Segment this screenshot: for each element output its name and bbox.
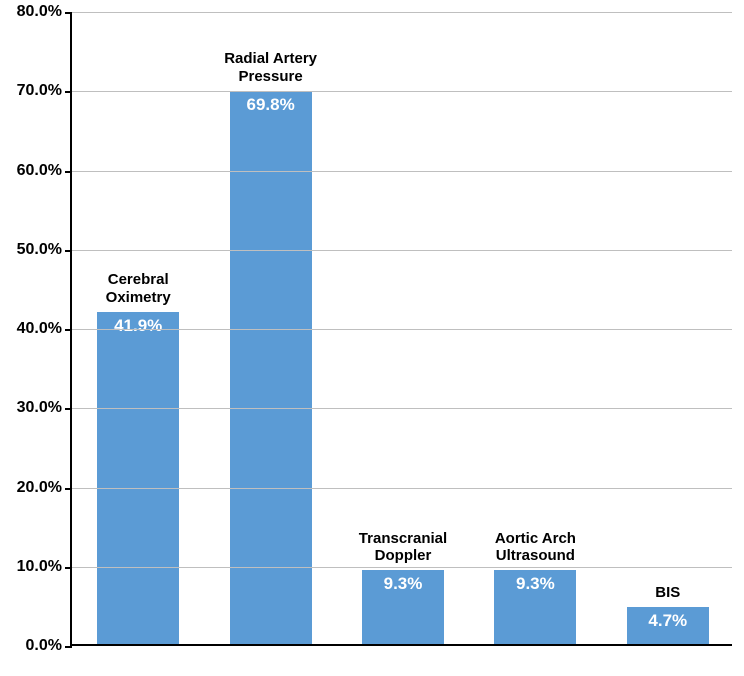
y-tick-mark: [65, 488, 72, 490]
bar-category-label: Aortic Arch Ultrasound: [495, 530, 576, 565]
grid-line: [72, 567, 732, 568]
plot-area: 41.9% Cerebral Oximetry 69.8% Radial Artery…: [70, 12, 732, 646]
y-tick-label: 10.0%: [17, 558, 62, 576]
bar-value-label: 4.7%: [627, 611, 709, 631]
grid-line: [72, 250, 732, 251]
grid-line: [72, 171, 732, 172]
bar-chart: 0.0% 10.0% 20.0% 30.0% 40.0% 50.0% 60.0% 70.0% 8…: [0, 0, 744, 676]
bar-value-label: 9.3%: [362, 574, 444, 594]
y-tick-label: 70.0%: [17, 82, 62, 100]
y-tick-label: 50.0%: [17, 241, 62, 259]
bars-layer: 41.9% Cerebral Oximetry 69.8% Radial Artery…: [72, 12, 732, 644]
bar: 4.7%: [627, 607, 709, 644]
y-tick-label: 80.0%: [17, 3, 62, 21]
y-tick-mark: [65, 329, 72, 331]
bar-category-label: BIS: [655, 584, 680, 601]
bar: 9.3%: [494, 570, 576, 644]
y-tick-label: 40.0%: [17, 320, 62, 338]
grid-line: [72, 488, 732, 489]
bar-value-label: 9.3%: [494, 574, 576, 594]
bar: 9.3%: [362, 570, 444, 644]
grid-line: [72, 329, 732, 330]
y-tick-mark: [65, 171, 72, 173]
y-tick-mark: [65, 408, 72, 410]
y-tick-label: 60.0%: [17, 162, 62, 180]
y-tick-mark: [65, 250, 72, 252]
y-tick-mark: [65, 567, 72, 569]
bar: 41.9%: [97, 312, 179, 644]
y-tick-label: 30.0%: [17, 399, 62, 417]
bar-category-label: Transcranial Doppler: [359, 530, 447, 565]
bar: 69.8%: [230, 91, 312, 644]
y-tick-label: 0.0%: [26, 637, 62, 655]
y-axis-labels: 0.0% 10.0% 20.0% 30.0% 40.0% 50.0% 60.0% 70.0% 8…: [0, 0, 70, 676]
grid-line: [72, 91, 732, 92]
grid-line: [72, 408, 732, 409]
grid-line: [72, 12, 732, 13]
bar-category-label: Cerebral Oximetry: [106, 271, 171, 306]
y-tick-mark: [65, 91, 72, 93]
y-tick-mark: [65, 12, 72, 14]
bar-value-label: 69.8%: [230, 95, 312, 115]
bar-value-label: 41.9%: [97, 316, 179, 336]
y-tick-label: 20.0%: [17, 479, 62, 497]
y-tick-mark: [65, 646, 72, 648]
bar-category-label: Radial Artery Pressure: [224, 50, 317, 85]
